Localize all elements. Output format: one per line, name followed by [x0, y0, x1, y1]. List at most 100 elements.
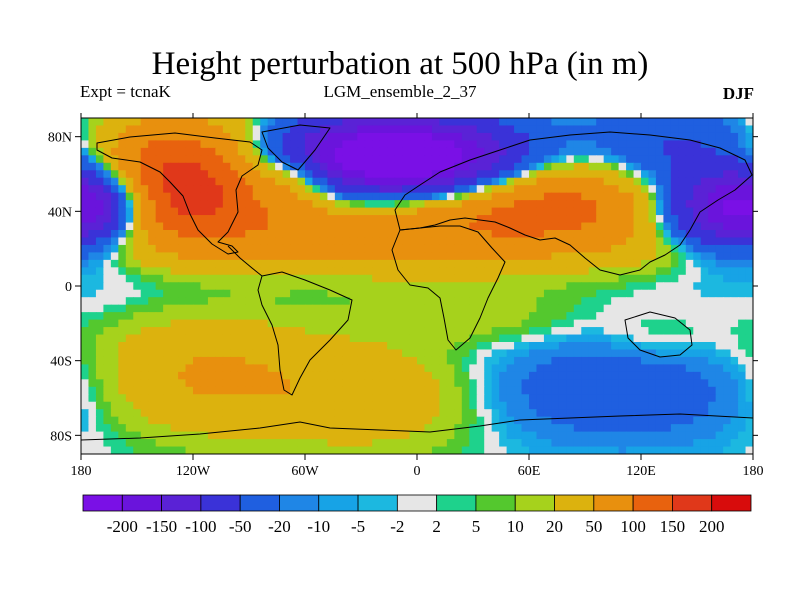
field-cell	[730, 342, 739, 351]
field-cell	[573, 177, 582, 186]
field-cell	[193, 200, 202, 209]
field-cell	[178, 185, 187, 194]
field-cell	[402, 379, 411, 388]
field-cell	[581, 222, 590, 231]
field-cell	[81, 125, 90, 134]
field-cell	[282, 416, 291, 425]
field-cell	[133, 207, 142, 216]
field-cell	[349, 297, 358, 306]
field-cell	[603, 446, 612, 454]
field-cell	[648, 147, 657, 156]
field-cell	[723, 155, 732, 164]
field-cell	[424, 267, 433, 276]
field-cell	[297, 147, 306, 156]
field-cell	[476, 349, 485, 358]
field-cell	[573, 132, 582, 141]
field-cell	[618, 327, 627, 336]
field-cell	[655, 192, 664, 201]
field-cell	[125, 289, 134, 298]
field-cell	[364, 364, 373, 373]
field-cell	[641, 222, 650, 231]
field-cell	[155, 364, 164, 373]
field-cell	[543, 342, 552, 351]
field-cell	[417, 394, 426, 403]
field-cell	[95, 200, 104, 209]
field-cell	[215, 132, 224, 141]
field-cell	[148, 386, 157, 395]
field-cell	[521, 334, 530, 343]
field-cell	[237, 200, 246, 209]
field-cell	[103, 289, 112, 298]
field-cell	[723, 349, 732, 358]
field-cell	[387, 140, 396, 149]
field-cell	[327, 319, 336, 328]
field-cell	[305, 289, 314, 298]
field-cell	[267, 177, 276, 186]
field-cell	[364, 155, 373, 164]
field-cell	[708, 162, 717, 171]
field-cell	[685, 177, 694, 186]
field-cell	[648, 244, 657, 253]
field-cell	[529, 274, 538, 283]
field-cell	[626, 289, 635, 298]
field-cell	[133, 140, 142, 149]
field-cell	[237, 379, 246, 388]
field-cell	[245, 147, 254, 156]
field-cell	[364, 356, 373, 365]
field-cell	[506, 192, 515, 201]
field-cell	[357, 132, 366, 141]
field-cell	[312, 394, 321, 403]
field-cell	[641, 207, 650, 216]
field-cell	[439, 222, 448, 231]
experiment-label: Expt = tcnaK	[80, 82, 171, 101]
field-cell	[215, 312, 224, 321]
field-cell	[409, 431, 418, 440]
field-cell	[155, 312, 164, 321]
field-cell	[207, 446, 216, 454]
field-cell	[730, 371, 739, 380]
field-cell	[155, 207, 164, 216]
field-cell	[193, 162, 202, 171]
field-cell	[290, 379, 299, 388]
field-cell	[118, 342, 127, 351]
field-cell	[387, 416, 396, 425]
field-cell	[178, 162, 187, 171]
field-cell	[409, 118, 418, 127]
field-cell	[633, 140, 642, 149]
field-cell	[155, 155, 164, 164]
field-cell	[357, 162, 366, 171]
field-cell	[723, 132, 732, 141]
field-cell	[461, 170, 470, 179]
field-cell	[312, 386, 321, 395]
field-cell	[394, 140, 403, 149]
field-cell	[267, 431, 276, 440]
field-cell	[133, 289, 142, 298]
field-cell	[611, 155, 620, 164]
field-cell	[193, 155, 202, 164]
field-cell	[305, 200, 314, 209]
field-cell	[424, 118, 433, 127]
field-cell	[536, 386, 545, 395]
field-cell	[484, 424, 493, 433]
field-cell	[446, 118, 455, 127]
field-cell	[715, 177, 724, 186]
field-cell	[155, 118, 164, 127]
field-cell	[484, 215, 493, 224]
field-cell	[611, 162, 620, 171]
field-cell	[125, 431, 134, 440]
field-cell	[305, 394, 314, 403]
field-cell	[596, 147, 605, 156]
field-cell	[446, 304, 455, 313]
field-cell	[357, 379, 366, 388]
field-cell	[394, 386, 403, 395]
field-cell	[499, 259, 508, 268]
field-cell	[596, 155, 605, 164]
field-cell	[319, 312, 328, 321]
field-cell	[155, 162, 164, 171]
field-cell	[305, 215, 314, 224]
field-cell	[424, 401, 433, 410]
field-cell	[641, 312, 650, 321]
field-cell	[663, 386, 672, 395]
field-cell	[379, 140, 388, 149]
field-cell	[655, 140, 664, 149]
